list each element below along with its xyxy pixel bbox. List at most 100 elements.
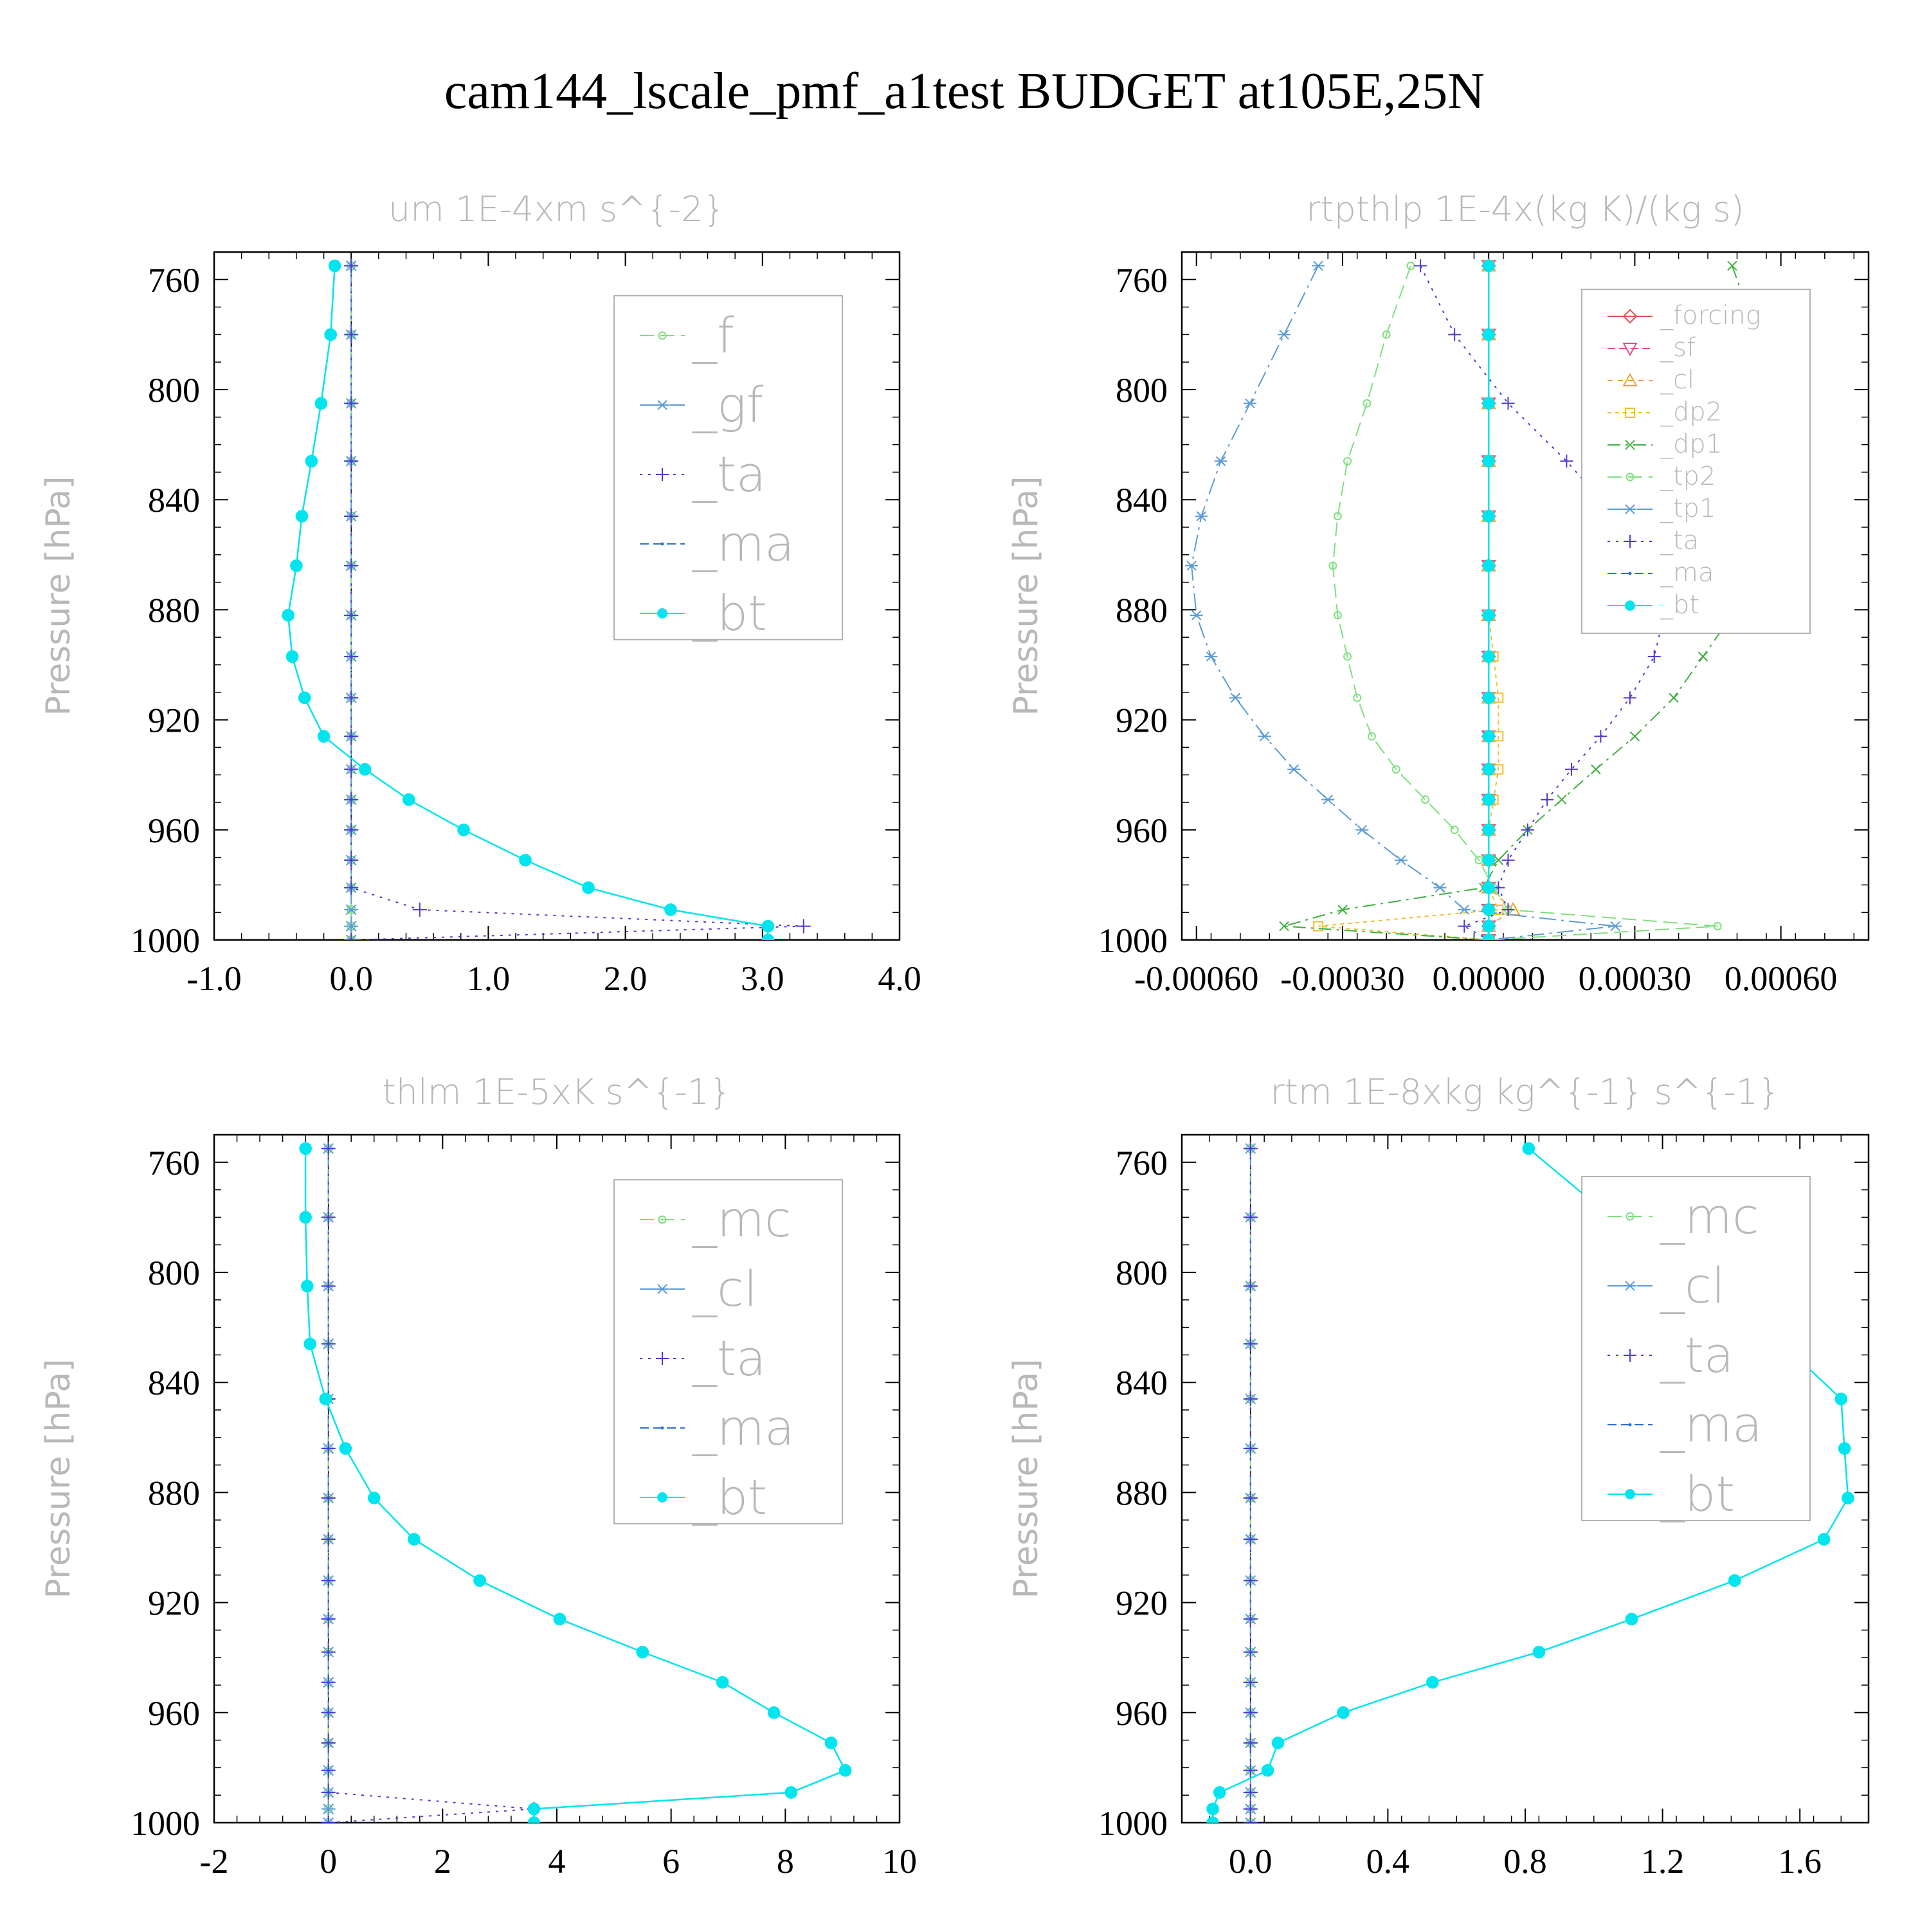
y-tick-label: 960 (1116, 1694, 1168, 1733)
data-point-bt (1482, 650, 1495, 663)
legend-box (1581, 1176, 1811, 1521)
panels: um 1E-4xm s^{-2}Pressure [hPa]7608008408… (39, 189, 1870, 1881)
x-tick-label: -0.00060 (1134, 959, 1258, 998)
data-point-bt (716, 1675, 729, 1689)
data-point-bt (1482, 881, 1495, 894)
data-point-bt (290, 559, 303, 572)
x-tick-label: 3.0 (741, 959, 784, 998)
y-tick-label: 840 (148, 481, 200, 519)
legend-label: _ta (1660, 1326, 1734, 1384)
panel-um: um 1E-4xm s^{-2} Pressure [hPa] 760 800 840 8… (39, 189, 921, 998)
y-tick-label: 1000 (131, 921, 200, 960)
data-point-ta (321, 1573, 336, 1588)
data-point-tp1 (1258, 731, 1271, 741)
data-point-bt (303, 1337, 317, 1351)
legend-marker (657, 608, 667, 618)
data-point-ta (344, 729, 359, 744)
data-point-ta (1564, 763, 1578, 776)
legend-label: _cl (1660, 1257, 1725, 1314)
data-point-tp2 (1363, 399, 1372, 408)
data-point-bt (1482, 793, 1495, 806)
y-tick-label: 800 (148, 1254, 200, 1292)
data-point-ta (344, 396, 359, 411)
data-point-ta (1647, 650, 1661, 664)
legend-label: _bt (1660, 1465, 1735, 1522)
panel-thlm: thlm 1E-5xK s^{-1}Pressure [hPa]76080084… (39, 1072, 917, 1881)
legend-label: _ta (692, 1330, 766, 1387)
legend-marker (1625, 1489, 1635, 1499)
legend-label: _mc (692, 1191, 792, 1248)
legend-marker (1626, 1212, 1635, 1221)
data-point-ta (344, 691, 359, 705)
data-point-ta (1243, 1675, 1258, 1690)
data-point-ta (1243, 1391, 1258, 1406)
x-tick-label: 0.00030 (1579, 959, 1692, 998)
data-point-bt (339, 1442, 352, 1455)
legend-marker (658, 331, 667, 340)
y-tick-label: 840 (148, 1364, 200, 1402)
data-point-dp1 (1591, 764, 1601, 775)
data-point-ta (321, 1210, 336, 1225)
y-tick-label: 880 (1116, 591, 1168, 629)
data-point-ta (344, 762, 359, 777)
y-tick-label: 800 (1116, 371, 1168, 410)
data-point-bt (1838, 1442, 1851, 1455)
x-tick-label: 0 (320, 1842, 337, 1881)
data-point-tp1 (1195, 511, 1208, 521)
data-point-bt (473, 1574, 486, 1587)
legend-marker (657, 1492, 667, 1503)
data-point-bt (305, 455, 318, 468)
data-point-ta (321, 1675, 336, 1690)
data-point-ta (321, 1816, 336, 1823)
legend: _forcing _sf_cl_dp2_dp1 _tp2 _tp1 _ta _ma_bt (1581, 289, 1811, 634)
series-line-ta (327, 1148, 534, 1823)
legend-label: _bt (692, 584, 767, 642)
data-point-ta (321, 1141, 336, 1156)
legend-label: _f (692, 307, 734, 364)
x-tick-label: 1.6 (1778, 1842, 1822, 1881)
plot-frame (213, 251, 901, 941)
data-point-ta (1243, 1441, 1258, 1456)
legend-marker (656, 1284, 669, 1294)
data-point-bt (761, 934, 775, 940)
data-point-dp1 (1727, 260, 1737, 271)
y-tick-label: 1000 (131, 1804, 200, 1843)
data-point-dp1 (1337, 905, 1348, 915)
data-point-ta (321, 1612, 336, 1627)
data-point-ta (321, 1441, 336, 1456)
data-point-bt (1426, 1675, 1439, 1689)
y-tick-label: 800 (1116, 1254, 1168, 1292)
x-tick-label: 2 (434, 1842, 451, 1881)
legend-label: _bt (1660, 590, 1699, 620)
legend-box (613, 295, 843, 640)
data-point-tp1 (1214, 456, 1227, 466)
series-line-tp1 (1191, 265, 1616, 940)
legend-marker (1625, 440, 1635, 450)
legend: _mc _cl _ta _ma _bt (1581, 1176, 1811, 1522)
data-point-bt (761, 919, 775, 933)
data-point-bt (1482, 397, 1495, 410)
data-point-ta (1243, 1490, 1258, 1505)
y-axis-label: Pressure [hPa] (1007, 1359, 1046, 1599)
data-point-tp2 (1713, 922, 1722, 931)
legend-marker (1625, 600, 1635, 611)
data-point-bt (1482, 559, 1495, 572)
legend-label: _ta (692, 446, 766, 503)
data-point-tp2 (1367, 732, 1376, 741)
data-point-ta (344, 880, 359, 895)
data-point-dp1 (1493, 855, 1504, 865)
data-point-ta (1243, 1801, 1258, 1816)
legend-box (613, 1179, 843, 1524)
data-point-bt (1337, 1706, 1350, 1719)
x-tick-label: 4.0 (878, 959, 921, 998)
data-point-bt (664, 903, 677, 916)
data-point-bt (295, 510, 309, 523)
data-point-bt (1482, 934, 1495, 940)
data-point-ta (321, 1645, 336, 1659)
data-point-bt (314, 397, 328, 410)
legend: _f _gf _ta _ma _bt (613, 295, 843, 642)
y-tick-label: 1000 (1098, 1804, 1168, 1843)
legend-label: _sf (1660, 333, 1696, 363)
y-tick-label: 840 (1116, 1364, 1168, 1402)
